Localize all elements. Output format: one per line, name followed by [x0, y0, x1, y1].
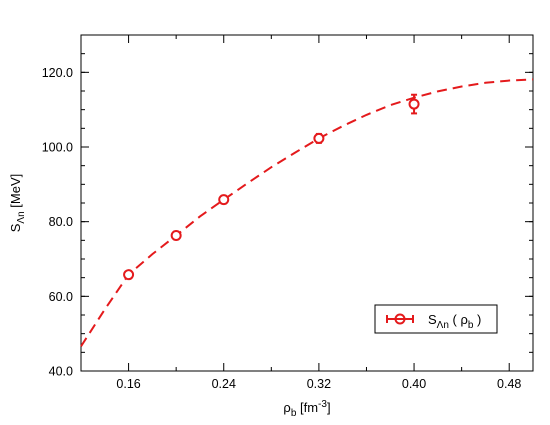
axis-ticks [80, 34, 533, 372]
fit-curve [80, 78, 534, 347]
x-tick-label: 0.40 [402, 377, 426, 391]
point-marker [123, 269, 135, 281]
point-marker [170, 229, 182, 241]
legend: SΛn ( ρb ) [374, 304, 498, 334]
y-tick-labels: 40.0 60.0 80.0 100.0 120.0 [42, 66, 73, 379]
data-point [408, 93, 420, 115]
x-tick-label: 0.48 [497, 377, 521, 391]
data-point [170, 229, 182, 241]
legend-label: SΛn ( ρb ) [428, 312, 481, 331]
x-tick-label: 0.24 [212, 377, 236, 391]
x-tick-label: 0.16 [116, 377, 140, 391]
x-tick-label: 0.32 [307, 377, 331, 391]
data-point [123, 269, 135, 281]
y-axis-title: SΛn [MeV] [8, 174, 27, 233]
point-marker [218, 194, 230, 206]
y-tick-label: 80.0 [49, 215, 73, 229]
y-tick-label: 60.0 [49, 290, 73, 304]
x-axis-title: ρb [fm-3] [283, 399, 330, 419]
legend-marker [394, 313, 406, 325]
x-tick-labels: 0.16 0.24 0.32 0.40 0.48 [116, 377, 521, 391]
y-tick-label: 100.0 [42, 141, 73, 155]
y-tick-label: 40.0 [49, 365, 73, 379]
data-point [313, 132, 325, 144]
data-points [123, 93, 420, 281]
point-marker [408, 98, 420, 110]
point-marker [313, 132, 325, 144]
y-tick-label: 120.0 [42, 66, 73, 80]
data-point [218, 194, 230, 206]
